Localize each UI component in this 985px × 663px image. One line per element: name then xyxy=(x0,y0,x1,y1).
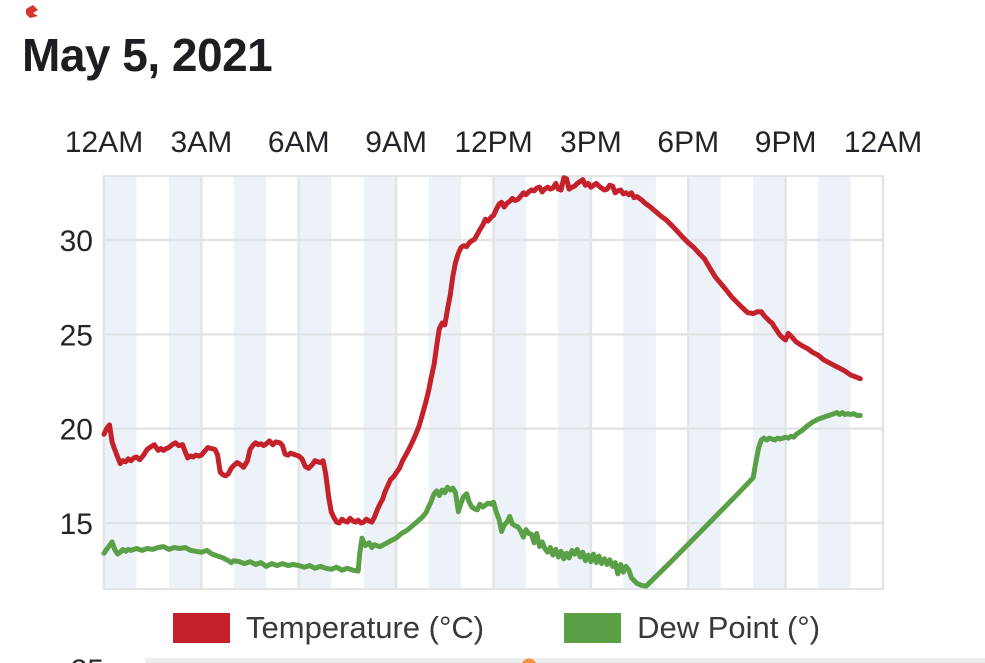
hour-stripe xyxy=(168,176,202,589)
y-tick-label: 15 xyxy=(60,508,93,541)
y-tick-label: 25 xyxy=(60,319,93,352)
x-axis-labels: 12AM 3AM 6AM 9AM 12PM 3PM 6PM 9PM 12AM xyxy=(65,126,922,159)
hour-stripe xyxy=(428,176,462,589)
plot-border xyxy=(103,175,884,590)
legend-item-dew-point[interactable]: Dew Point (°) xyxy=(564,612,820,643)
next-chart-partial: 25 xyxy=(71,654,985,663)
x-tick-label: 12AM xyxy=(844,126,922,159)
red-corner-mark xyxy=(26,5,38,18)
x-tick-label: 3AM xyxy=(171,126,233,159)
chart-legend: Temperature (°C) Dew Point (°) xyxy=(173,612,820,643)
hour-stripes xyxy=(104,176,851,589)
x-tick-label: 12PM xyxy=(454,126,532,159)
hour-stripe xyxy=(233,176,267,589)
x-tick-label: 6AM xyxy=(268,126,330,159)
hour-stripe xyxy=(623,176,656,589)
dew-point-line xyxy=(101,410,863,589)
hour-stripe xyxy=(753,176,786,589)
dew-point-swatch xyxy=(564,612,622,643)
plot-area[interactable] xyxy=(101,175,863,589)
x-tick-label: 9AM xyxy=(365,126,427,159)
hour-stripe xyxy=(298,176,332,589)
x-tick-label: 12AM xyxy=(65,126,143,159)
hour-stripe xyxy=(104,176,137,589)
x-tick-label: 6PM xyxy=(657,126,719,159)
temperature-swatch xyxy=(173,612,230,643)
hour-stripe xyxy=(818,176,851,589)
dew-point-legend-label: Dew Point (°) xyxy=(637,610,821,645)
next-chart-top-bar xyxy=(145,658,985,663)
x-tick-label: 3PM xyxy=(560,126,622,159)
temperature-legend-label: Temperature (°C) xyxy=(246,610,485,645)
next-chart-marker xyxy=(522,658,536,663)
next-chart-partial-y-label: 25 xyxy=(71,654,104,663)
page-title: May 5, 2021 xyxy=(22,29,273,81)
legend-item-temperature[interactable]: Temperature (°C) xyxy=(173,612,484,643)
temperature-line xyxy=(101,175,863,526)
y-tick-label: 30 xyxy=(60,225,93,258)
y-axis-labels: 30 25 20 15 xyxy=(60,225,93,541)
y-tick-label: 20 xyxy=(60,414,93,447)
hour-stripe xyxy=(558,176,591,589)
hour-stripe xyxy=(363,176,397,589)
x-tick-label: 9PM xyxy=(755,126,817,159)
